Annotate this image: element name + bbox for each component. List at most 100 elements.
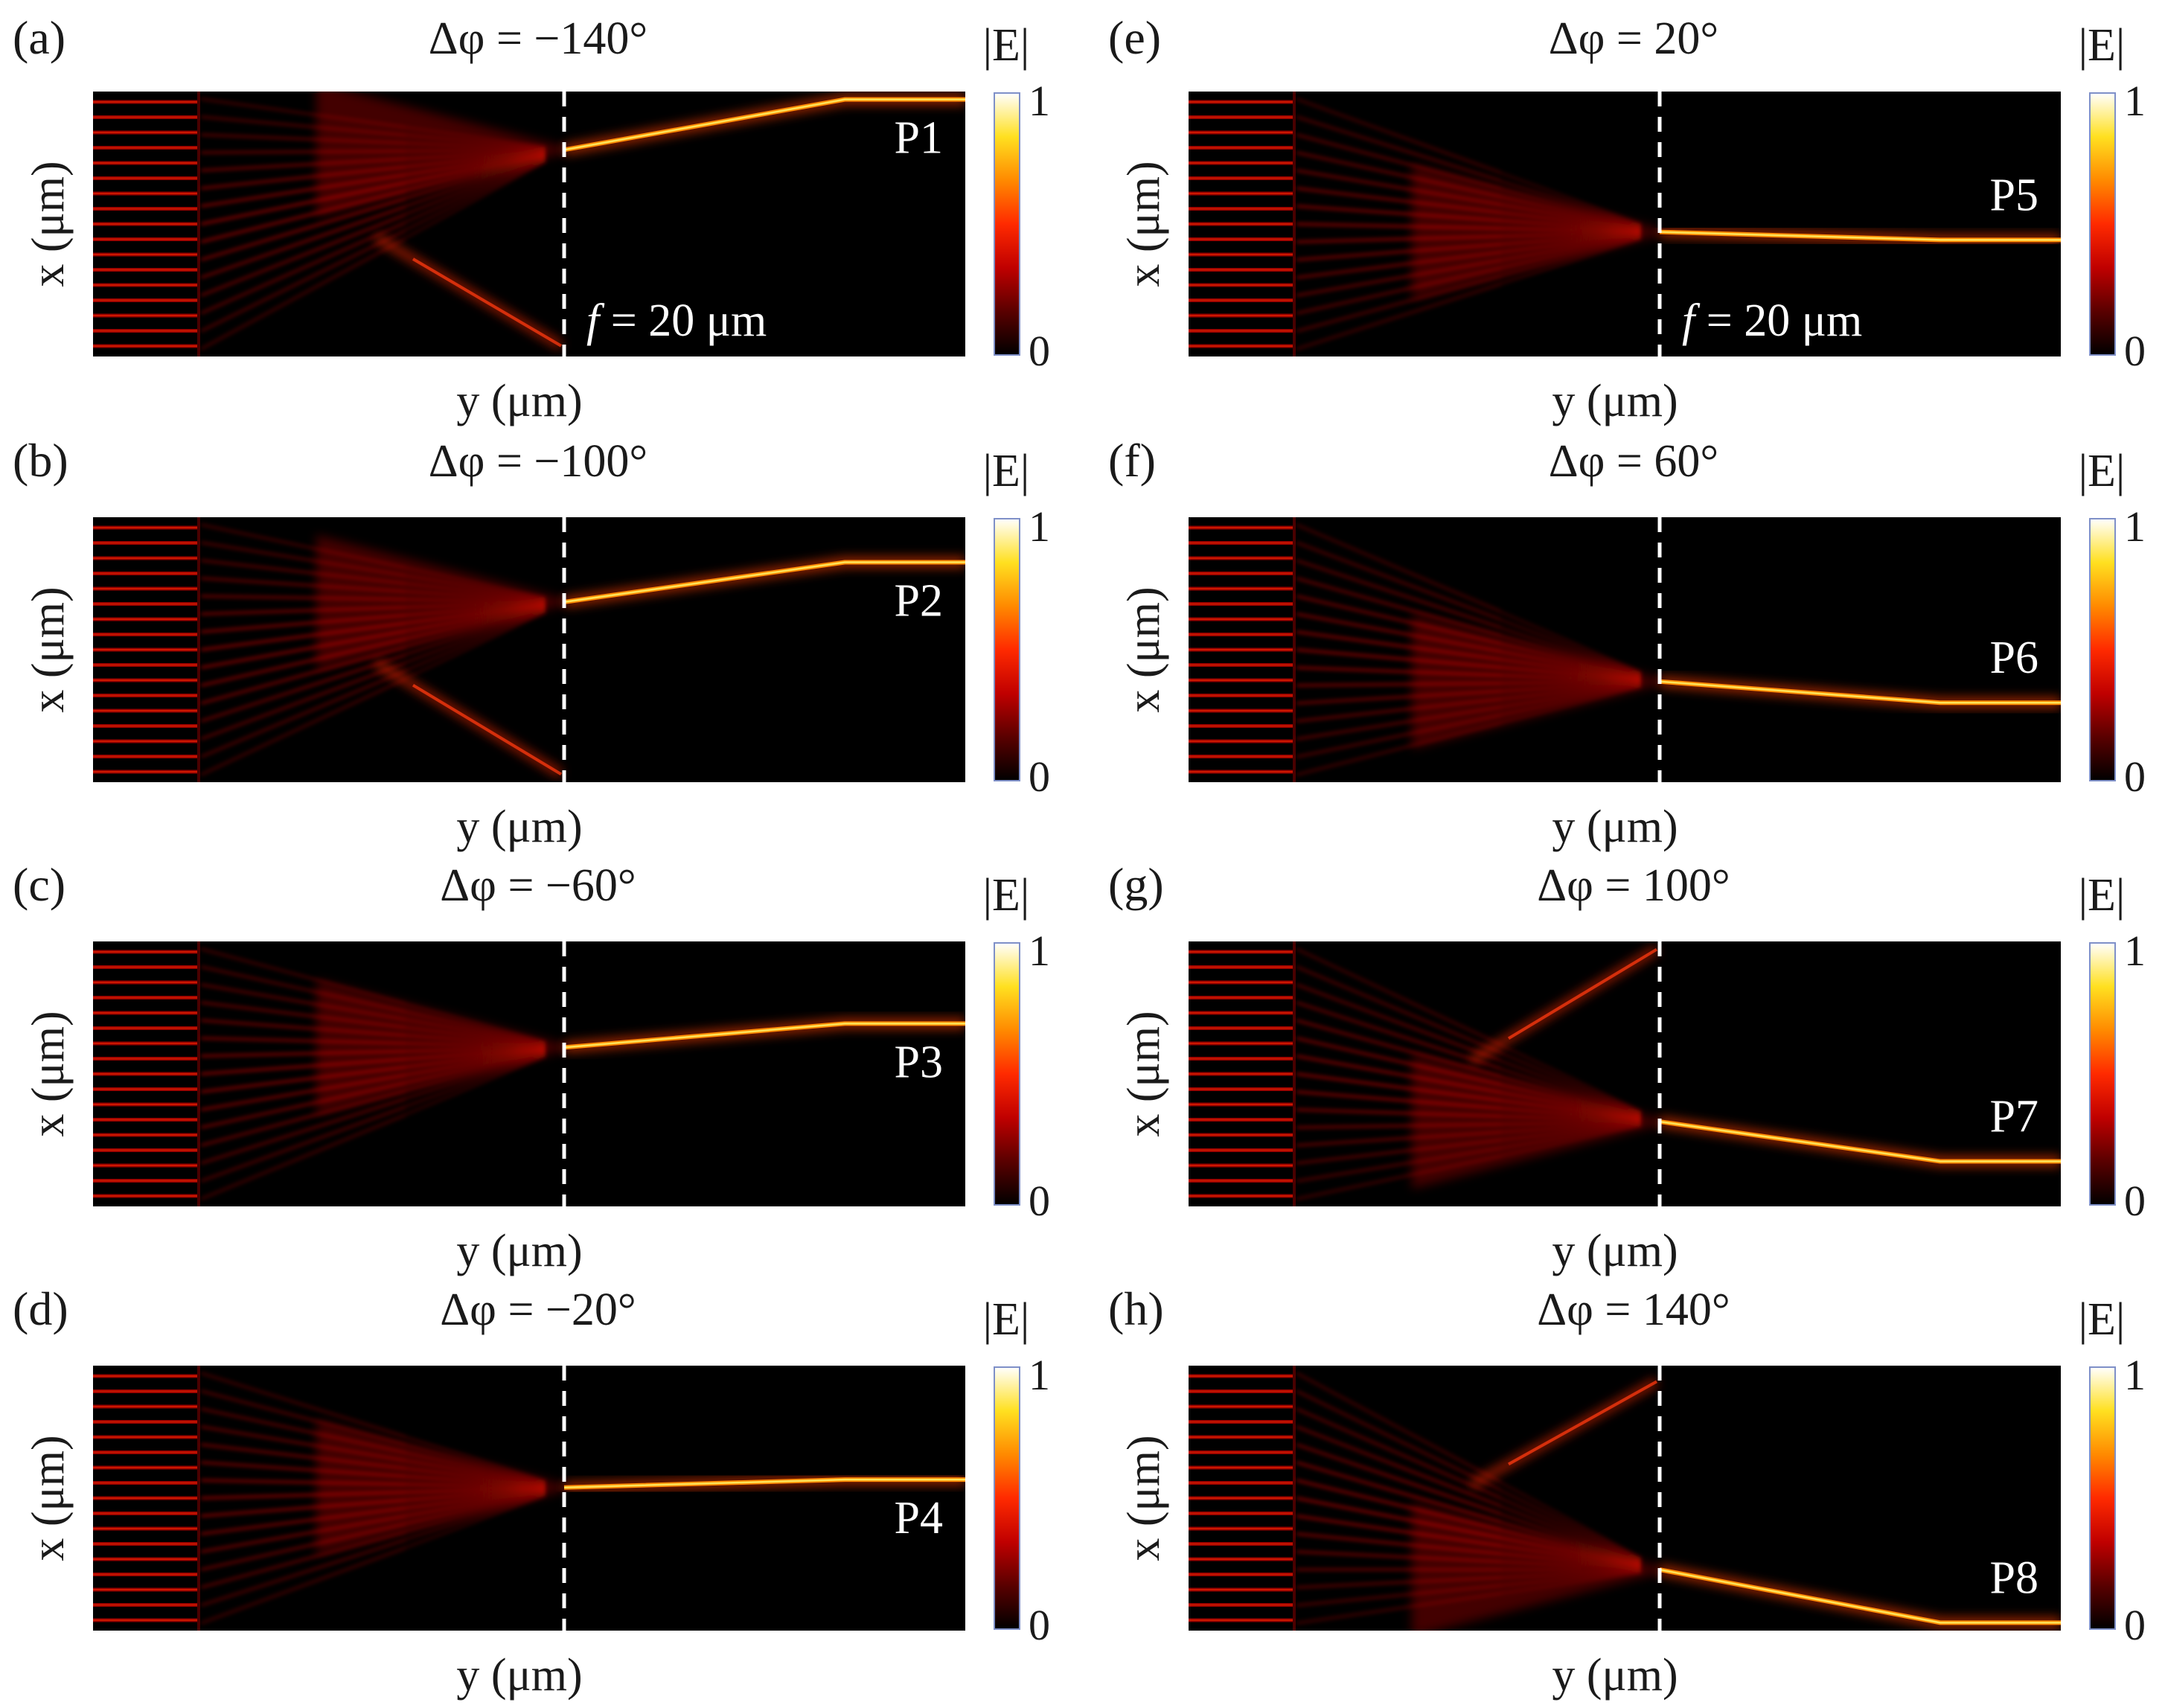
cross-ray [1296, 541, 1502, 620]
heatmap-field [93, 941, 965, 1206]
heatmap-field [93, 517, 965, 782]
input-waveguide-core [1189, 588, 1293, 589]
input-waveguide-core [1189, 1558, 1293, 1560]
input-waveguide-core [1189, 725, 1293, 727]
colorbar [994, 1366, 1020, 1630]
input-waveguide-core [93, 679, 197, 681]
input-waveguide-core [1189, 542, 1293, 544]
input-waveguide-core [1189, 1012, 1293, 1014]
x-axis-label: y (μm) [1552, 1650, 1678, 1701]
array-edge [197, 517, 200, 782]
input-waveguide-core [93, 1149, 197, 1151]
panel-title: Δφ = 60° [1549, 436, 1718, 487]
x-axis-label: y (μm) [456, 1650, 582, 1701]
input-waveguide-core [93, 345, 197, 347]
input-waveguide-core [1189, 1375, 1293, 1377]
y-axis-label: x (μm) [23, 1011, 74, 1136]
panel-label: (b) [13, 434, 68, 487]
side-lobe [1507, 947, 1658, 1040]
input-waveguide-core [1189, 679, 1293, 681]
port-label: P5 [1990, 170, 2038, 220]
colorbar-label: |E| [2079, 870, 2126, 921]
input-waveguide-core [93, 1512, 197, 1515]
input-waveguide-core [93, 1165, 197, 1166]
panel-d: (d) Δφ = −20° P4 x (μm) y (μm) |E| 1 0 [13, 1282, 1050, 1701]
x-axis-label: y (μm) [1552, 1226, 1678, 1276]
input-waveguide-core [1189, 710, 1293, 711]
port-label: P4 [895, 1493, 943, 1544]
input-waveguide-core [93, 557, 197, 559]
colorbar-tick-min: 0 [1029, 752, 1050, 801]
cross-ray [1296, 1372, 1502, 1482]
input-waveguide-core [93, 1528, 197, 1529]
heatmap-field [93, 92, 965, 356]
ray [200, 609, 546, 741]
array-edge [1293, 517, 1296, 782]
ray [200, 1493, 546, 1607]
colorbar [2089, 1366, 2116, 1630]
colorbar-tick-min: 0 [2124, 1601, 2146, 1649]
input-waveguide-core [1189, 1604, 1293, 1606]
panel-title: Δφ = 140° [1537, 1285, 1730, 1335]
panel-title: Δφ = 100° [1537, 860, 1730, 911]
input-waveguide-core [93, 1543, 197, 1545]
input-waveguide-core [1189, 982, 1293, 983]
input-waveguide-core [1189, 1436, 1293, 1438]
input-waveguide-core [1189, 315, 1293, 316]
colorbar-tick-min: 0 [2124, 327, 2146, 375]
input-waveguide-core [93, 1134, 197, 1136]
cross-ray [1296, 1389, 1502, 1491]
input-waveguide-core [1189, 1180, 1293, 1182]
cross-ray [1296, 1461, 1502, 1523]
heatmap-background [93, 517, 965, 782]
input-waveguide-core [93, 330, 197, 332]
cross-ray [1296, 115, 1502, 182]
output-beam-core [1659, 1120, 2061, 1162]
input-waveguide-core [93, 1390, 197, 1392]
x-axis-label: y (μm) [456, 802, 582, 852]
array-edge [1293, 1366, 1296, 1631]
output-beam-core [1659, 231, 2061, 241]
input-waveguide-core [1189, 1058, 1293, 1060]
focal-value: = 20 μm [599, 295, 767, 346]
input-waveguide-core [93, 966, 197, 968]
panel-b: (b) Δφ = −100° P2 x (μm) y (μm) |E| 1 0 [13, 434, 1050, 852]
input-waveguide-core [1189, 951, 1293, 953]
ray [200, 159, 546, 315]
focus-cone [316, 980, 564, 1115]
input-waveguide-core [1189, 162, 1293, 164]
input-waveguide-core [1189, 1589, 1293, 1590]
input-waveguide-core [1189, 284, 1293, 286]
input-waveguide-core [1189, 771, 1293, 773]
heatmap-background [1189, 517, 2061, 782]
input-waveguide-core [1189, 1195, 1293, 1197]
input-waveguide-core [1189, 116, 1293, 118]
input-waveguide-core [1189, 633, 1293, 636]
input-waveguide-core [93, 177, 197, 179]
input-waveguide-core [93, 951, 197, 953]
input-waveguide-core [1189, 997, 1293, 999]
input-waveguide-core [1189, 1482, 1293, 1484]
ray [200, 1055, 546, 1200]
input-waveguide-core [1189, 755, 1293, 758]
input-waveguide-core [93, 664, 197, 666]
input-waveguide-core [93, 982, 197, 983]
input-waveguide-core [1189, 223, 1293, 225]
panel-c: (c) Δφ = −60° P3 x (μm) y (μm) |E| 1 0 [13, 858, 1050, 1276]
focus-cone [1412, 1503, 1660, 1631]
input-waveguide-core [93, 254, 197, 255]
panel-title: Δφ = −100° [429, 436, 647, 487]
input-waveguide-core [93, 299, 197, 301]
cross-ray [1296, 523, 1502, 612]
ray [200, 608, 546, 723]
port-label: P1 [895, 113, 943, 164]
input-waveguide-core [93, 1421, 197, 1423]
cross-ray [1296, 1425, 1502, 1506]
port-label: P3 [895, 1037, 943, 1087]
input-waveguide-core [1189, 132, 1293, 133]
panel-label: (g) [1108, 858, 1164, 911]
input-waveguide-core [1189, 1088, 1293, 1090]
input-waveguide-core [93, 116, 197, 118]
input-waveguide-core [93, 603, 197, 605]
focus-cone [316, 92, 564, 217]
